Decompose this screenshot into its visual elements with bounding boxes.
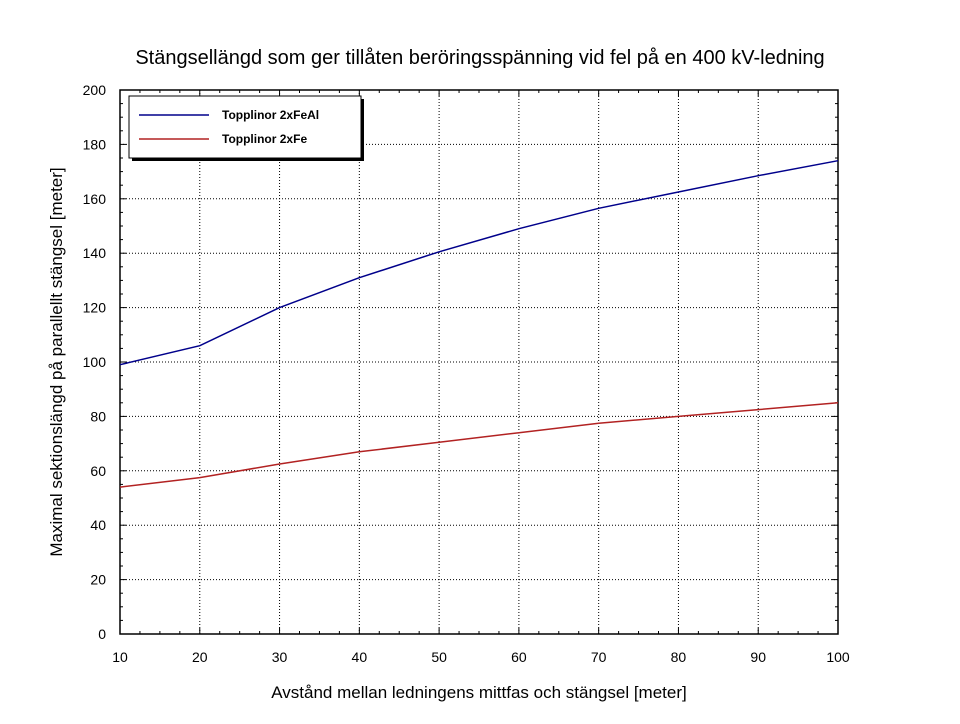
x-tick-label: 60 xyxy=(511,649,527,665)
x-tick-label: 100 xyxy=(826,649,850,665)
x-tick-label: 80 xyxy=(671,649,687,665)
grid xyxy=(120,90,838,634)
series-line xyxy=(119,159,839,366)
x-tick-label: 90 xyxy=(750,649,766,665)
y-axis-label: Maximal sektionslängd på parallellt stän… xyxy=(47,167,66,556)
legend-entry-label: Topplinor 2xFe xyxy=(222,132,307,146)
x-tick-label: 30 xyxy=(272,649,288,665)
y-tick-label: 20 xyxy=(90,572,106,588)
series-line xyxy=(119,402,839,488)
x-tick-label: 10 xyxy=(112,649,128,665)
tick-labels: 10 20 30 40 50 60 70 80 90 100 0 20 40 60 80 100 120 140 1… xyxy=(83,82,850,665)
legend: Topplinor 2xFeAl Topplinor 2xFe xyxy=(128,95,364,161)
y-tick-label: 140 xyxy=(83,245,107,261)
x-axis-label: Avstånd mellan ledningens mittfas och st… xyxy=(271,683,686,702)
y-tick-label: 160 xyxy=(83,191,107,207)
y-tick-label: 120 xyxy=(83,300,107,316)
y-tick-label: 40 xyxy=(90,517,106,533)
chart-title: Stängsellängd som ger tillåten berörings… xyxy=(135,47,824,69)
x-tick-label: 70 xyxy=(591,649,607,665)
y-tick-label: 200 xyxy=(83,82,107,98)
y-tick-label: 80 xyxy=(90,408,106,424)
series-lines xyxy=(119,159,839,488)
x-tick-label: 40 xyxy=(352,649,368,665)
y-tick-label: 100 xyxy=(83,354,107,370)
y-tick-label: 60 xyxy=(90,463,106,479)
axis-ticks xyxy=(119,89,839,635)
y-tick-label: 180 xyxy=(83,136,107,152)
x-tick-label: 50 xyxy=(431,649,447,665)
legend-box xyxy=(128,95,362,159)
plot-frame xyxy=(119,89,839,635)
legend-entry-label: Topplinor 2xFeAl xyxy=(222,108,319,122)
y-tick-label: 0 xyxy=(98,626,106,642)
x-tick-label: 20 xyxy=(192,649,208,665)
